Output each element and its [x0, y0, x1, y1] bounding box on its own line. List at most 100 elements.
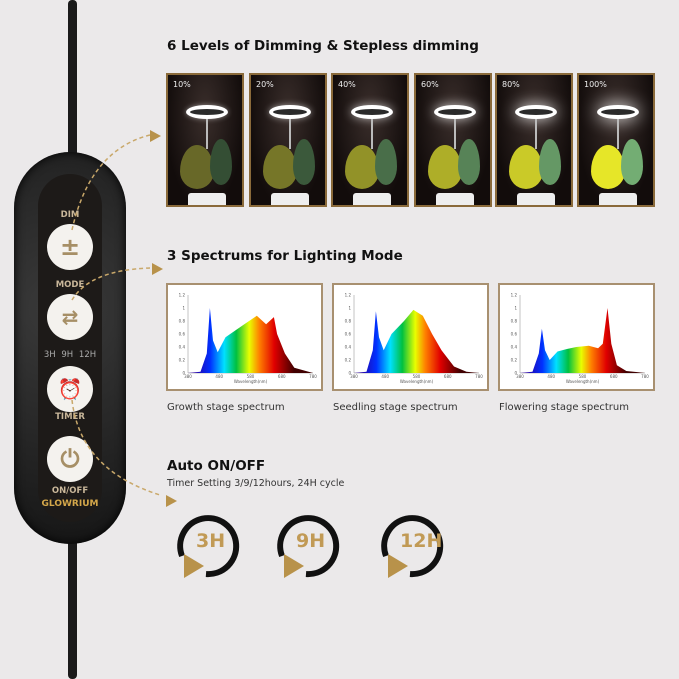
- lamp-stem: [454, 119, 456, 149]
- brand-logo: GLOWRIUM: [41, 499, 99, 509]
- lamp-stem: [289, 119, 291, 149]
- plant-leaf: [180, 145, 214, 189]
- x-tick-label: 480: [215, 374, 223, 379]
- timer-option-3h: 3H: [172, 510, 244, 582]
- caption-growth: Growth stage spectrum: [167, 402, 285, 413]
- x-axis-label: Wavelength(nm): [400, 379, 434, 384]
- spectrum-title: 3 Spectrums for Lighting Mode: [167, 248, 403, 264]
- onoff-label: ON/OFF: [51, 486, 89, 496]
- x-tick-label: 580: [413, 374, 421, 379]
- y-tick-label: 1.2: [345, 293, 352, 298]
- level-label: 100%: [584, 80, 607, 89]
- lamp-stem: [617, 119, 619, 149]
- plant-pot: [599, 193, 637, 205]
- alarm-clock-icon: ⏰: [57, 377, 83, 401]
- lamp-ring: [269, 105, 311, 119]
- lamp-ring: [351, 105, 393, 119]
- y-tick-label: 0.4: [179, 345, 186, 350]
- dimming-panel: 80%: [495, 73, 573, 207]
- x-tick-label: 380: [350, 374, 358, 379]
- dimming-panel: 40%: [331, 73, 409, 207]
- dim-label: DIM: [60, 210, 80, 220]
- plant-leaf: [428, 145, 462, 189]
- lamp-ring: [434, 105, 476, 119]
- level-label: 60%: [421, 80, 439, 89]
- spectrum-svg: 0 0.2 0.4 0.6 0.8 1 1.2 380 480 580 680 780 Waveleng…: [345, 293, 484, 385]
- timer-label: TIMER: [55, 412, 85, 422]
- plant-leaf: [210, 139, 232, 185]
- y-tick-label: 1: [348, 306, 351, 311]
- spectrum-svg: 0 0.2 0.4 0.6 0.8 1 1.2 380 480 580 680 780 Waveleng…: [179, 293, 318, 385]
- lamp-stem: [535, 119, 537, 149]
- plant-pot: [271, 193, 309, 205]
- cable-bottom: [68, 535, 77, 679]
- caption-flowering: Flowering stage spectrum: [499, 402, 629, 413]
- y-tick-label: 0.6: [511, 332, 518, 337]
- x-axis-label: Wavelength(nm): [234, 379, 268, 384]
- y-tick-label: 0: [514, 371, 517, 376]
- y-tick-label: 1: [514, 306, 517, 311]
- level-label: 20%: [256, 80, 274, 89]
- timer-title: Auto ON/OFF: [167, 458, 266, 474]
- plant-leaf: [263, 145, 297, 189]
- y-tick-label: 0.2: [345, 358, 352, 363]
- timer-subtitle: Timer Setting 3/9/12hours, 24H cycle: [167, 478, 345, 489]
- plant-leaf: [591, 145, 625, 189]
- dim-button[interactable]: ±: [47, 224, 93, 270]
- x-axis-label: Wavelength(nm): [566, 379, 600, 384]
- timer-button[interactable]: ⏰: [47, 366, 93, 412]
- indicator-12h: 12H: [78, 350, 97, 360]
- y-tick-label: 0.2: [511, 358, 518, 363]
- x-tick-label: 380: [184, 374, 192, 379]
- cycle-arc-icon: [277, 515, 340, 578]
- lamp-stem: [206, 119, 208, 149]
- x-tick-label: 680: [610, 374, 618, 379]
- power-button[interactable]: ⏻: [47, 436, 93, 482]
- mode-label: MODE: [55, 280, 85, 290]
- plant-leaf: [621, 139, 643, 185]
- plant-pot: [436, 193, 474, 205]
- dimming-panel: 100%: [577, 73, 655, 207]
- x-tick-label: 780: [475, 374, 483, 379]
- lamp-ring: [186, 105, 228, 119]
- x-tick-label: 380: [516, 374, 524, 379]
- plant-leaf: [458, 139, 480, 185]
- arrow-icon: [152, 263, 163, 275]
- level-label: 40%: [338, 80, 356, 89]
- x-tick-label: 580: [579, 374, 587, 379]
- mode-button[interactable]: ⇄: [47, 294, 93, 340]
- lamp-ring: [597, 105, 639, 119]
- x-tick-label: 580: [247, 374, 255, 379]
- dashed-connector: [71, 399, 161, 496]
- level-label: 10%: [173, 80, 191, 89]
- timer-option-label: 3H: [196, 530, 226, 552]
- plus-minus-icon: ±: [59, 233, 81, 261]
- x-tick-label: 480: [547, 374, 555, 379]
- y-tick-label: 1: [182, 306, 185, 311]
- dashed-connector: [71, 134, 151, 231]
- dimming-title: 6 Levels of Dimming & Stepless dimming: [167, 38, 479, 54]
- plant-leaf: [293, 139, 315, 185]
- spectrum-area: [520, 308, 645, 373]
- spectrum-svg: 0 0.2 0.4 0.6 0.8 1 1.2 380 480 580 680 780 Waveleng…: [511, 293, 650, 385]
- controller: DIM ± MODE ⇄ 3H 9H 12H ⏰ TIMER ⏻ ON/OFF …: [14, 152, 126, 544]
- timer-indicators: 3H 9H 12H: [38, 350, 102, 360]
- y-tick-label: 0.4: [345, 345, 352, 350]
- plant-leaf: [345, 145, 379, 189]
- spectrum-area: [188, 308, 313, 373]
- indicator-9h: 9H: [61, 350, 74, 360]
- cable-top: [68, 0, 77, 160]
- x-tick-label: 780: [641, 374, 649, 379]
- timer-option-9h: 9H: [272, 510, 344, 582]
- cycle-arc-icon: [177, 515, 240, 578]
- y-tick-label: 0: [182, 371, 185, 376]
- x-tick-label: 680: [444, 374, 452, 379]
- spectrum-chart: 0 0.2 0.4 0.6 0.8 1 1.2 380 480 580 680 780 Waveleng…: [332, 283, 489, 391]
- timer-option-12h: 12H: [376, 510, 448, 582]
- plant-leaf: [375, 139, 397, 185]
- lamp-stem: [371, 119, 373, 149]
- arrow-icon: [166, 495, 177, 507]
- spectrum-area: [354, 309, 479, 373]
- dimming-panel: 60%: [414, 73, 492, 207]
